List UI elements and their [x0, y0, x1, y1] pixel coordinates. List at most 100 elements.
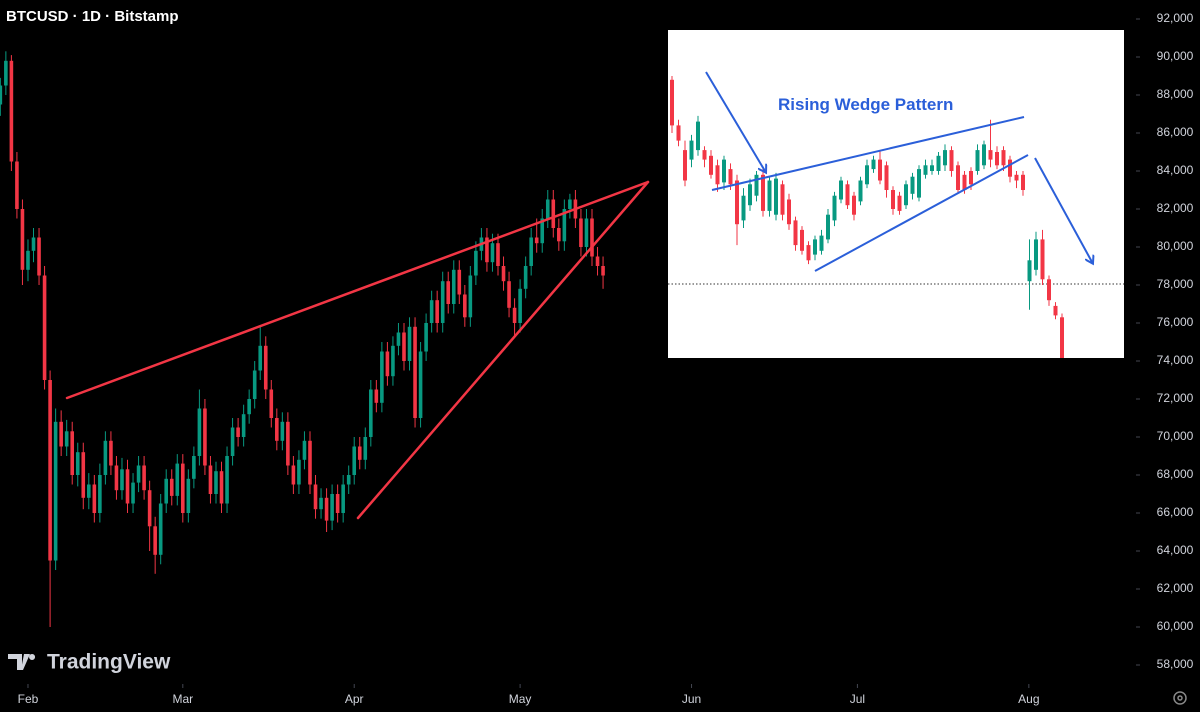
candle-body: [735, 180, 739, 225]
candle-body: [219, 471, 224, 504]
candle-body: [943, 150, 947, 166]
candle-body: [435, 300, 439, 323]
candle-body: [557, 228, 561, 242]
candle-body: [910, 176, 915, 194]
y-tick-label: 86,000: [1157, 125, 1194, 139]
settings-icon[interactable]: [1173, 691, 1187, 705]
y-axis: 92,000 90,000 88,000 86,000 84,000 82,000 80,0…: [1136, 11, 1194, 671]
candle-body: [748, 184, 752, 206]
candle-body: [280, 421, 285, 441]
candle-body: [26, 250, 30, 270]
y-tick-label: 60,000: [1157, 619, 1194, 633]
candle-body: [806, 245, 811, 261]
wedge-lower: [814, 154, 1029, 272]
candle-body: [418, 351, 423, 418]
candle-body: [186, 478, 191, 513]
candle-body: [357, 446, 362, 460]
candle-body: [930, 165, 934, 171]
candle-body: [741, 195, 746, 221]
candle-body: [142, 465, 146, 491]
candle-body: [858, 180, 863, 202]
candle-body: [975, 150, 980, 171]
candle-body: [131, 482, 135, 504]
candle-body: [1040, 239, 1045, 280]
candle-body: [341, 484, 345, 513]
candle-body: [683, 150, 687, 181]
x-axis: Feb Mar Apr May Jun Jul Aug: [18, 684, 1040, 706]
candle-body: [0, 85, 3, 105]
candle-body: [59, 421, 63, 447]
candle-body: [203, 408, 207, 466]
inset-annotations: [705, 71, 1092, 272]
candle-body: [800, 229, 804, 251]
inset-candles: [670, 76, 1064, 358]
candle-body: [897, 195, 902, 211]
candle-body: [230, 427, 235, 456]
candle-body: [496, 243, 500, 266]
y-tick-label: 58,000: [1157, 657, 1194, 671]
watermark-text: TradingView: [47, 651, 171, 674]
candle-body: [42, 275, 47, 380]
candle-body: [1008, 159, 1012, 177]
y-tick-label: 80,000: [1157, 239, 1194, 253]
candle-body: [590, 218, 594, 257]
candle-body: [440, 281, 445, 323]
candle-body: [236, 427, 240, 437]
y-tick-label: 62,000: [1157, 581, 1194, 595]
candle-body: [286, 421, 290, 466]
candle-body: [87, 484, 91, 498]
candle-body: [330, 494, 334, 521]
candle-body: [468, 275, 473, 318]
candle-body: [275, 418, 279, 441]
candle-body: [871, 159, 876, 170]
x-tick-label: Apr: [345, 692, 364, 706]
y-tick-label: 70,000: [1157, 429, 1194, 443]
candle-body: [969, 171, 973, 185]
candle-body: [197, 408, 202, 456]
candle-body: [579, 218, 583, 247]
y-tick-label: 88,000: [1157, 87, 1194, 101]
candle-body: [1014, 174, 1019, 181]
y-tick-label: 66,000: [1157, 505, 1194, 519]
trendlines: [65, 180, 650, 520]
candle-body: [136, 465, 141, 483]
candle-body: [865, 165, 869, 185]
candle-body: [369, 389, 373, 437]
y-tick-label: 72,000: [1157, 391, 1194, 405]
candle-body: [103, 440, 108, 475]
y-tick-label: 68,000: [1157, 467, 1194, 481]
candle-body: [181, 463, 185, 513]
candle-body: [463, 294, 467, 318]
settings-gear[interactable]: [1173, 691, 1187, 705]
candle-body: [385, 351, 390, 377]
candle-body: [949, 150, 954, 171]
candle-body: [125, 469, 130, 504]
candle-body: [501, 266, 506, 282]
trendline-lower: [356, 180, 650, 520]
candle-body: [324, 497, 329, 521]
candle-body: [507, 281, 511, 308]
x-tick-label: May: [509, 692, 532, 706]
candle-body: [551, 199, 556, 228]
candle-body: [81, 452, 86, 498]
candle-body: [64, 431, 69, 447]
candle-body: [852, 195, 856, 215]
y-tick-label: 76,000: [1157, 315, 1194, 329]
y-tick-label: 92,000: [1157, 11, 1194, 25]
trendline-upper: [65, 180, 650, 400]
candle-body: [490, 243, 495, 263]
candle-body: [728, 169, 733, 185]
candle-body: [595, 256, 600, 266]
candle-body: [457, 269, 462, 295]
candle-body: [832, 195, 837, 221]
candle-body: [424, 323, 428, 352]
candle-body: [308, 440, 312, 485]
candle-body: [158, 503, 163, 555]
candle-body: [263, 345, 268, 390]
arrow-down: [705, 71, 765, 171]
settings-gear-center: [1177, 695, 1183, 701]
candle-body: [225, 456, 229, 504]
candle-body: [562, 209, 567, 242]
candle-body: [715, 165, 720, 185]
candle-body: [523, 266, 528, 289]
